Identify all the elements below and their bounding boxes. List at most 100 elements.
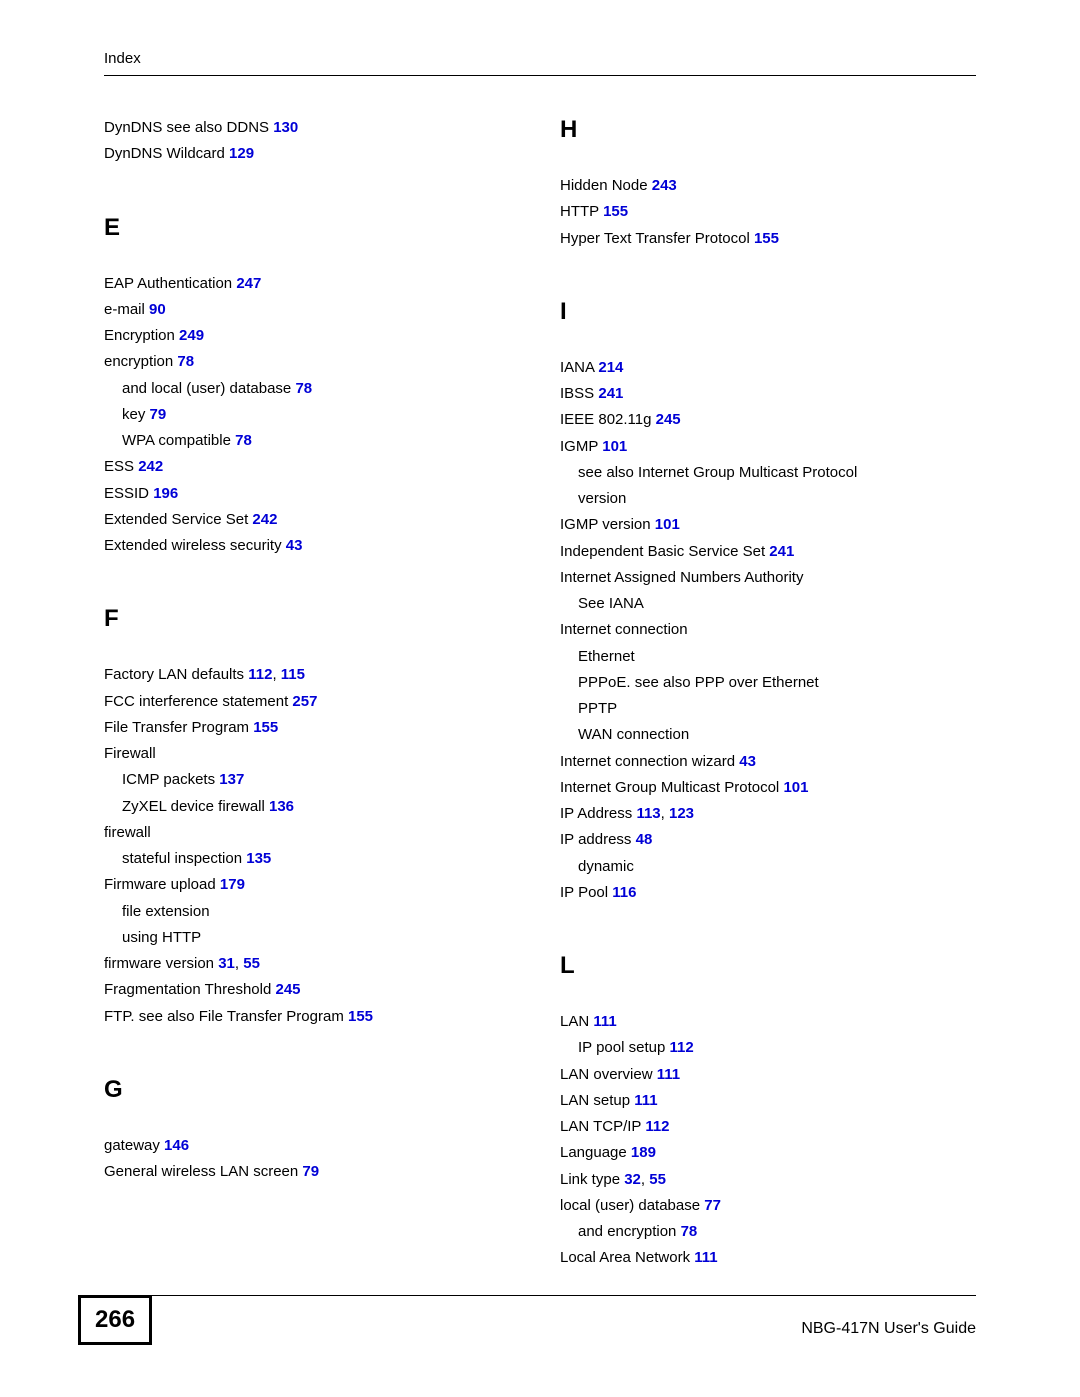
- page-ref[interactable]: 43: [739, 753, 756, 770]
- entry-text: IANA: [560, 359, 598, 376]
- page-ref[interactable]: 130: [273, 119, 298, 136]
- guide-title: NBG-417N User's Guide: [801, 1302, 976, 1338]
- index-entry: Extended Service Set 242: [104, 508, 520, 531]
- page-ref[interactable]: 242: [138, 458, 163, 475]
- index-entry: IP pool setup 112: [560, 1036, 976, 1059]
- index-entry: using HTTP: [104, 926, 520, 949]
- page-ref[interactable]: 31: [218, 955, 235, 972]
- page-ref[interactable]: 48: [636, 831, 653, 848]
- page-ref[interactable]: 155: [603, 203, 628, 220]
- page-ref[interactable]: 78: [295, 380, 312, 397]
- header-rule: [104, 75, 976, 76]
- page-ref[interactable]: 101: [602, 438, 627, 455]
- index-entry: IP Pool 116: [560, 881, 976, 904]
- page-ref[interactable]: 196: [153, 485, 178, 502]
- index-entry: IBSS 241: [560, 382, 976, 405]
- columns: DynDNS see also DDNS 130 DynDNS Wildcard …: [104, 116, 976, 1273]
- page-ref[interactable]: 241: [598, 385, 623, 402]
- page-ref[interactable]: 245: [656, 411, 681, 428]
- entry-text: IP Pool: [560, 884, 612, 901]
- page-ref[interactable]: 113: [636, 805, 660, 822]
- page-ref[interactable]: 78: [235, 432, 252, 449]
- page-ref[interactable]: 243: [652, 177, 677, 194]
- page-ref[interactable]: 111: [694, 1249, 717, 1266]
- page-ref[interactable]: 111: [657, 1066, 680, 1083]
- page-ref[interactable]: 249: [179, 327, 204, 344]
- page-ref[interactable]: 257: [292, 693, 317, 710]
- page-ref[interactable]: 245: [275, 981, 300, 998]
- footer-row: 266 NBG-417N User's Guide: [78, 1295, 976, 1345]
- page-ref[interactable]: 112: [248, 666, 272, 683]
- page-ref[interactable]: 115: [281, 666, 305, 683]
- entry-text: PPTP: [578, 700, 617, 717]
- entry-text: and encryption: [578, 1223, 681, 1240]
- header-label: Index: [104, 50, 976, 67]
- entry-text: encryption: [104, 353, 177, 370]
- entry-text: LAN: [560, 1013, 593, 1030]
- page-ref[interactable]: 55: [649, 1171, 666, 1188]
- index-entry: LAN overview 111: [560, 1063, 976, 1086]
- index-entry: Independent Basic Service Set 241: [560, 540, 976, 563]
- index-entry: Local Area Network 111: [560, 1246, 976, 1269]
- page-ref[interactable]: 116: [612, 884, 636, 901]
- entry-text: Language: [560, 1144, 631, 1161]
- page-ref[interactable]: 146: [164, 1137, 189, 1154]
- page-ref[interactable]: 101: [783, 779, 808, 796]
- index-entry: Hidden Node 243: [560, 174, 976, 197]
- entry-text: DynDNS see also DDNS: [104, 119, 273, 136]
- page-ref[interactable]: 136: [269, 798, 294, 815]
- page-ref[interactable]: 43: [286, 537, 303, 554]
- entry-text: WPA compatible: [122, 432, 235, 449]
- index-entry: DynDNS Wildcard 129: [104, 142, 520, 165]
- index-entry: IGMP 101: [560, 435, 976, 458]
- entry-text: firmware version: [104, 955, 218, 972]
- entry-text: See IANA: [578, 595, 644, 612]
- page-ref[interactable]: 112: [645, 1118, 669, 1135]
- section-letter: I: [560, 298, 976, 326]
- page-ref[interactable]: 241: [769, 543, 794, 560]
- page-ref[interactable]: 137: [219, 771, 244, 788]
- page-ref[interactable]: 247: [236, 275, 261, 292]
- page-ref[interactable]: 242: [252, 511, 277, 528]
- page-ref[interactable]: 155: [348, 1008, 373, 1025]
- page-ref[interactable]: 77: [704, 1197, 721, 1214]
- page-ref[interactable]: 112: [669, 1039, 693, 1056]
- index-entry: WAN connection: [560, 723, 976, 746]
- page-ref[interactable]: 123: [669, 805, 694, 822]
- index-entry: Link type 32, 55: [560, 1168, 976, 1191]
- page-ref[interactable]: 129: [229, 145, 254, 162]
- index-entry: File Transfer Program 155: [104, 716, 520, 739]
- page-ref[interactable]: 55: [243, 955, 260, 972]
- page-ref[interactable]: 90: [149, 301, 166, 318]
- entry-text: IBSS: [560, 385, 598, 402]
- entry-text: Internet Group Multicast Protocol: [560, 779, 783, 796]
- page-ref[interactable]: 135: [246, 850, 271, 867]
- page-ref[interactable]: 111: [593, 1013, 616, 1030]
- right-column: HHidden Node 243HTTP 155Hyper Text Trans…: [560, 116, 976, 1273]
- entry-text: ICMP packets: [122, 771, 219, 788]
- page-ref[interactable]: 79: [302, 1163, 319, 1180]
- entry-text: ZyXEL device firewall: [122, 798, 269, 815]
- entry-text: Encryption: [104, 327, 179, 344]
- index-entry: firewall: [104, 821, 520, 844]
- page-ref[interactable]: 179: [220, 876, 245, 893]
- page-ref[interactable]: 32: [624, 1171, 641, 1188]
- index-entry: ICMP packets 137: [104, 768, 520, 791]
- page-ref[interactable]: 79: [150, 406, 167, 423]
- index-entry: FTP. see also File Transfer Program 155: [104, 1005, 520, 1028]
- page-ref[interactable]: 78: [681, 1223, 698, 1240]
- page-ref[interactable]: 111: [634, 1092, 657, 1109]
- entry-text: and local (user) database: [122, 380, 295, 397]
- page-ref[interactable]: 78: [177, 353, 194, 370]
- index-entry: stateful inspection 135: [104, 847, 520, 870]
- page-ref[interactable]: 155: [253, 719, 278, 736]
- page-ref[interactable]: 101: [655, 516, 680, 533]
- index-entry: version: [560, 487, 976, 510]
- page-separator: ,: [272, 666, 280, 683]
- entry-text: PPPoE. see also PPP over Ethernet: [578, 674, 819, 691]
- index-entry: firmware version 31, 55: [104, 952, 520, 975]
- page-ref[interactable]: 214: [598, 359, 623, 376]
- index-entry: IP Address 113, 123: [560, 802, 976, 825]
- page-ref[interactable]: 155: [754, 230, 779, 247]
- page-ref[interactable]: 189: [631, 1144, 656, 1161]
